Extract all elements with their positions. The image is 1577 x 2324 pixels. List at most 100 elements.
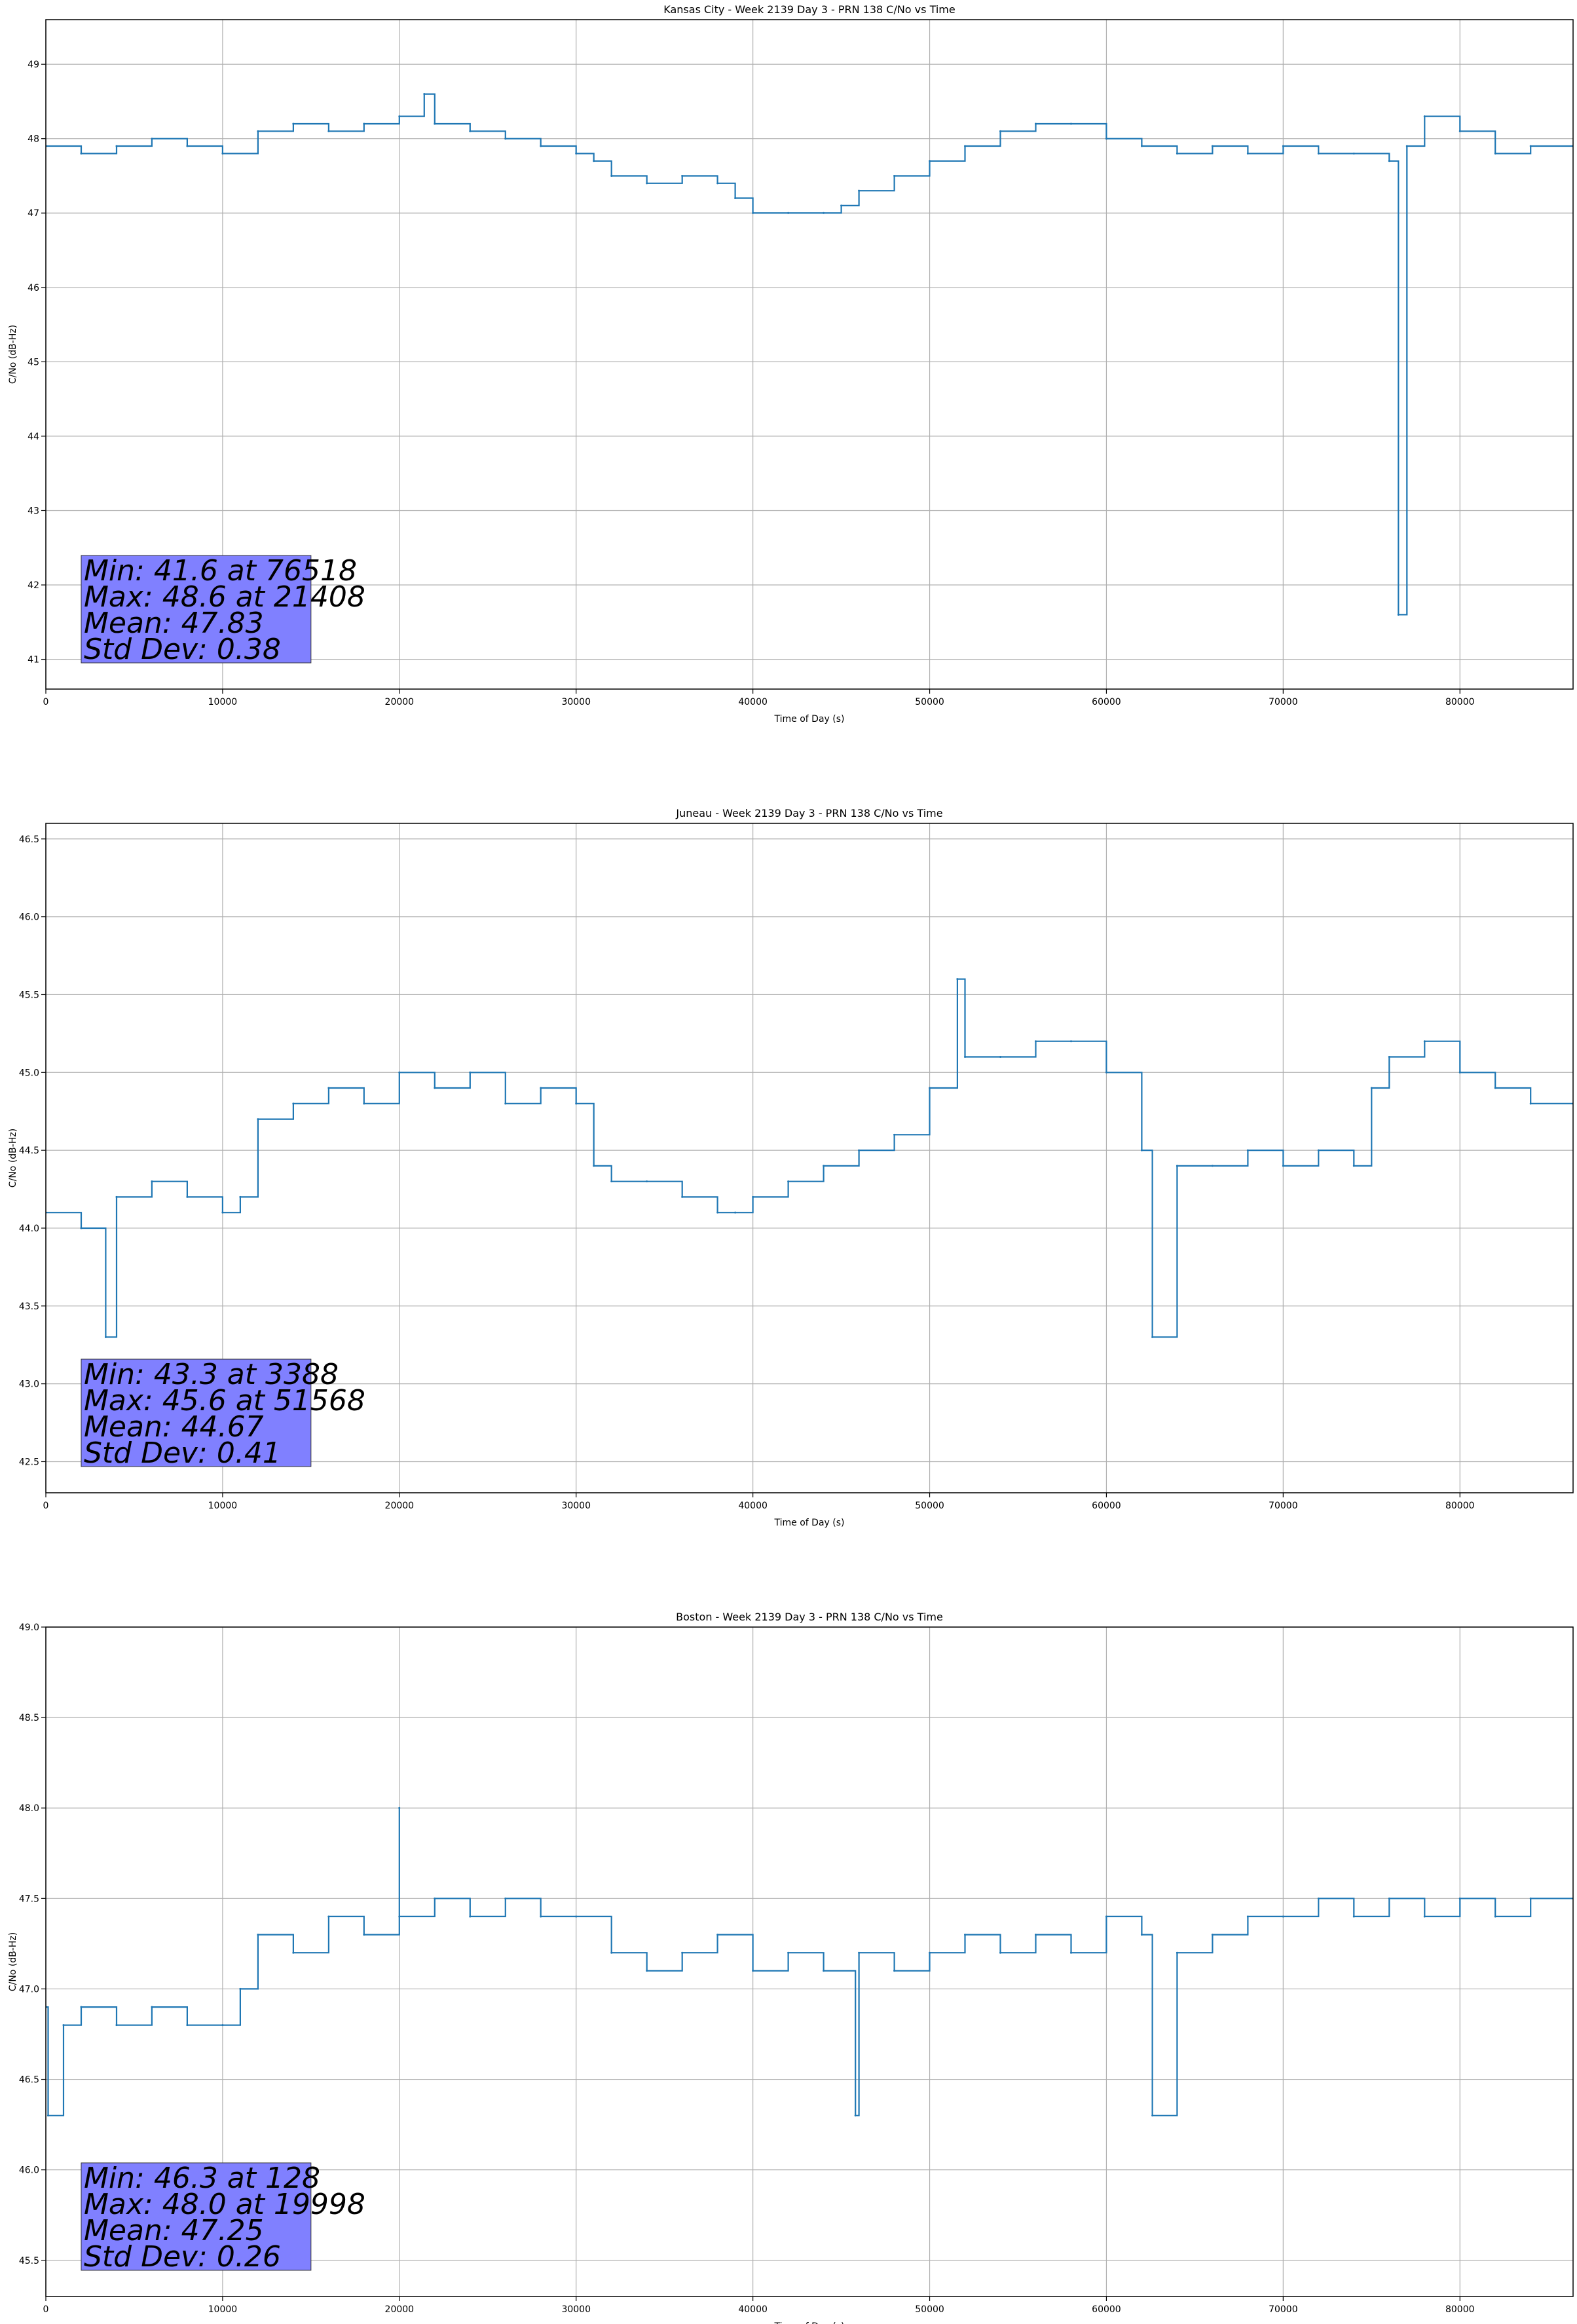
x-tick-label: 10000 xyxy=(208,697,238,707)
data-point xyxy=(239,1987,242,1990)
x-tick-label: 50000 xyxy=(915,697,944,707)
data-point xyxy=(1370,1087,1373,1089)
data-point xyxy=(80,2006,83,2008)
data-point xyxy=(1105,138,1107,140)
data-point xyxy=(956,978,959,981)
data-point xyxy=(610,1951,613,1954)
data-point xyxy=(151,1180,153,1183)
x-tick-label: 10000 xyxy=(208,1501,238,1511)
data-series-line xyxy=(46,93,1573,616)
data-point xyxy=(398,115,401,118)
data-point xyxy=(787,1951,790,1954)
data-point xyxy=(716,182,719,185)
data-point xyxy=(716,1934,719,1936)
data-point xyxy=(1317,1149,1320,1152)
x-axis-label: Time of Day (s) xyxy=(774,714,845,724)
stats-line: Max: 48.6 at 21408 xyxy=(84,580,365,614)
stats-box xyxy=(81,1359,312,1467)
data-point xyxy=(593,1165,595,1167)
stats-line: Mean: 44.67 xyxy=(84,1410,264,1444)
y-tick-label: 46.5 xyxy=(19,834,39,845)
data-point xyxy=(80,1227,83,1229)
data-point xyxy=(752,212,754,214)
axes-frame xyxy=(45,1626,1574,2297)
data-point xyxy=(964,145,967,147)
data-point xyxy=(1494,1087,1496,1089)
data-point xyxy=(1246,152,1249,155)
y-tick-label: 47.5 xyxy=(19,1894,39,1904)
data-point xyxy=(999,1951,1001,1954)
data-point xyxy=(115,2024,118,2027)
data-point xyxy=(593,160,595,162)
y-tick-label: 45.5 xyxy=(19,2256,39,2266)
y-tick-label: 41 xyxy=(28,655,39,665)
data-point xyxy=(858,189,861,192)
data-point xyxy=(151,2006,153,2008)
stats-line: Max: 45.6 at 51568 xyxy=(84,1384,365,1417)
data-point xyxy=(239,1195,242,1198)
y-axis-label: C/No (dB-Hz) xyxy=(8,1129,18,1188)
data-point xyxy=(1246,1915,1249,1918)
y-tick-label: 46.0 xyxy=(19,912,39,923)
data-point xyxy=(398,1915,401,1918)
data-point xyxy=(893,1970,896,1972)
data-point xyxy=(787,1180,790,1183)
y-tick-label: 48.5 xyxy=(19,1713,39,1723)
data-point xyxy=(823,1970,825,1972)
stats-line: Std Dev: 0.26 xyxy=(84,2240,281,2274)
data-point xyxy=(80,152,83,155)
data-point xyxy=(151,138,153,140)
data-point xyxy=(434,1897,436,1900)
data-point xyxy=(469,1915,472,1918)
data-point xyxy=(540,1915,542,1918)
x-tick-label: 30000 xyxy=(561,697,591,707)
data-point xyxy=(646,1970,648,1972)
data-point xyxy=(681,174,684,177)
x-tick-label: 60000 xyxy=(1092,1501,1121,1511)
data-point xyxy=(575,1102,578,1105)
data-point xyxy=(292,122,295,125)
y-tick-label: 45.5 xyxy=(19,990,39,1000)
data-point xyxy=(1105,1071,1107,1074)
x-tick-label: 20000 xyxy=(385,697,415,707)
data-point xyxy=(1529,145,1532,147)
data-point xyxy=(469,1071,472,1074)
stats-box xyxy=(81,555,312,664)
y-tick-label: 44.5 xyxy=(19,1146,39,1156)
y-tick-label: 44.0 xyxy=(19,1224,39,1234)
stats-line: Mean: 47.25 xyxy=(84,2214,264,2247)
data-point xyxy=(257,130,259,132)
data-point xyxy=(327,130,330,132)
data-point xyxy=(221,152,224,155)
data-point xyxy=(1176,1165,1178,1167)
data-point xyxy=(1388,1897,1390,1900)
x-tick-label: 80000 xyxy=(1445,697,1475,707)
chart-title: Boston - Week 2139 Day 3 - PRN 138 C/No … xyxy=(676,1611,943,1623)
data-series-line xyxy=(46,978,1573,1338)
y-tick-label: 46.0 xyxy=(19,2165,39,2176)
y-tick-label: 49.0 xyxy=(19,1622,39,1633)
data-point xyxy=(292,1102,295,1105)
x-tick-label: 0 xyxy=(43,697,49,707)
data-point xyxy=(1282,145,1284,147)
data-point xyxy=(752,1195,754,1198)
stats-line: Min: 46.3 at 128 xyxy=(84,2162,320,2195)
data-point xyxy=(1423,1915,1426,1918)
data-point xyxy=(787,212,790,214)
x-tick-label: 0 xyxy=(43,2304,49,2315)
data-point xyxy=(504,138,507,140)
data-point xyxy=(1105,1915,1107,1918)
chart-title: Kansas City - Week 2139 Day 3 - PRN 138 … xyxy=(663,3,955,16)
x-tick-label: 50000 xyxy=(915,2304,944,2315)
x-tick-label: 40000 xyxy=(738,697,768,707)
data-point xyxy=(999,1056,1001,1059)
x-axis-label: Time of Day (s) xyxy=(774,1518,845,1528)
data-point xyxy=(1458,130,1461,132)
data-point xyxy=(504,1897,507,1900)
data-point xyxy=(434,1087,436,1089)
data-point xyxy=(681,1195,684,1198)
data-point xyxy=(1352,152,1355,155)
y-tick-label: 43.0 xyxy=(19,1379,39,1390)
x-tick-label: 70000 xyxy=(1269,697,1298,707)
data-point xyxy=(115,145,118,147)
